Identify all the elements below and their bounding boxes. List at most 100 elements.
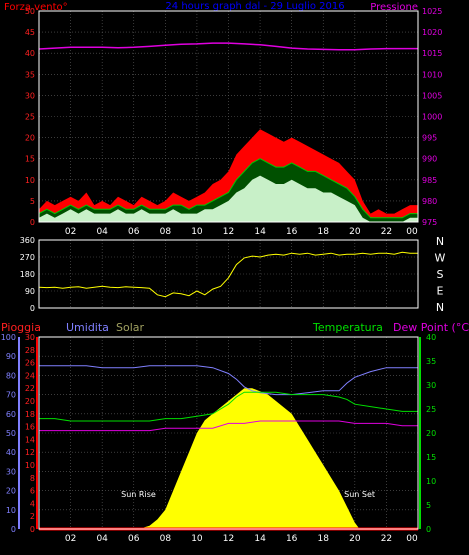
temperature-y-tick-label: 15	[426, 453, 436, 462]
wind-avg-line	[38, 158, 418, 219]
direction-y-tick-label: 90	[25, 287, 35, 296]
tick-label-layer: 0510152025303540455097598098599099510001…	[1, 7, 446, 544]
temperature-y-tick-label: 10	[426, 477, 436, 486]
rain-y-tick-label: 26	[25, 359, 35, 368]
pressure-y-tick-label: 1020	[422, 28, 442, 37]
wind-y-tick-label: 25	[25, 113, 35, 122]
compass-label: N	[436, 301, 444, 314]
wind-y-tick-label: 0	[30, 218, 35, 227]
wind-y-tick-label: 30	[25, 91, 35, 100]
rain-y-tick-label: 28	[25, 346, 35, 355]
temperature-line	[39, 391, 418, 422]
direction-y-tick-label: 360	[20, 236, 35, 245]
humidity-y-tick-label: 60	[6, 410, 16, 419]
rain-y-tick-label: 12	[25, 448, 35, 457]
wind-panel-x-tick-label: 22	[381, 227, 392, 237]
dewpoint-axis-title: Dew Point (°C)	[393, 321, 469, 334]
humidity-axis-title: Umidita	[66, 321, 109, 334]
rain-y-tick-label: 6	[30, 487, 35, 496]
sun-annotation-label: Sun Set	[344, 490, 375, 499]
weather-panel-x-tick-label: 18	[318, 534, 330, 544]
pressure-axis-title: Pressione	[370, 2, 418, 13]
temperature-y-tick-label: 5	[426, 501, 431, 510]
pressure-y-tick-label: 980	[422, 197, 437, 206]
pressure-y-tick-label: 995	[422, 134, 437, 143]
pressure-y-tick-label: 1010	[422, 70, 442, 79]
rain-y-tick-label: 4	[30, 499, 35, 508]
solar-area	[39, 388, 418, 529]
wind-y-tick-label: 40	[25, 49, 35, 58]
wind-panel-x-tick-label: 18	[318, 227, 330, 237]
rain-y-tick-label: 8	[30, 474, 35, 483]
wind-panel-x-tick-label: 10	[191, 227, 203, 237]
rain-y-tick-label: 30	[25, 333, 35, 342]
humidity-y-tick-label: 70	[6, 391, 16, 400]
wind-panel-x-tick-label: 08	[160, 227, 172, 237]
wind-y-tick-label: 15	[25, 155, 35, 164]
direction-y-tick-label: 180	[20, 270, 35, 279]
rain-y-tick-label: 20	[25, 397, 35, 406]
temperature-y-tick-label: 25	[426, 405, 436, 414]
humidity-y-tick-label: 50	[6, 429, 16, 438]
wind-panel-x-tick-label: 00	[406, 227, 418, 237]
wind-panel-x-tick-label: 02	[65, 227, 76, 237]
wind-y-tick-label: 45	[25, 28, 35, 37]
pressure-y-tick-label: 975	[422, 218, 437, 227]
weather-panel-x-tick-label: 06	[128, 534, 140, 544]
weather-panel-x-tick-label: 22	[381, 534, 392, 544]
temperature-axis-title: Temperatura	[312, 321, 383, 334]
sun-annotation-label: Sun Rise	[121, 490, 156, 499]
wind-panel-x-tick-label: 20	[349, 227, 361, 237]
pressure-y-tick-label: 990	[422, 155, 437, 164]
chart-title: 24 hours graph dal - 29 Luglio 2016	[165, 1, 344, 12]
direction-line	[38, 251, 418, 298]
wind-axis-title: Forza vento°	[4, 2, 68, 13]
wind-y-tick-label: 5	[30, 197, 35, 206]
weather-panel-x-tick-label: 16	[286, 534, 298, 544]
humidity-y-tick-label: 30	[6, 467, 16, 476]
pressure-y-tick-label: 1000	[422, 113, 442, 122]
temperature-y-tick-label: 20	[426, 429, 436, 438]
humidity-y-tick-label: 20	[6, 487, 16, 496]
pressure-y-tick-label: 1015	[422, 49, 442, 58]
wind-y-tick-label: 20	[25, 134, 35, 143]
wind-y-tick-label: 10	[25, 176, 35, 185]
compass-label: N	[436, 235, 444, 248]
rain-y-tick-label: 14	[25, 435, 35, 444]
wind-min-area	[39, 175, 418, 222]
wind-panel-x-tick-label: 16	[286, 227, 298, 237]
humidity-y-tick-label: 90	[6, 352, 16, 361]
humidity-y-tick-label: 100	[1, 333, 16, 342]
weather-panel-x-tick-label: 20	[349, 534, 361, 544]
area-layer	[39, 129, 418, 529]
wind-y-tick-label: 35	[25, 70, 35, 79]
direction-panel-frame	[38, 239, 419, 309]
temperature-y-tick-label: 30	[426, 381, 436, 390]
compass-label: W	[435, 252, 446, 265]
humidity-y-tick-label: 10	[6, 506, 16, 515]
rain-y-tick-label: 18	[25, 410, 35, 419]
weather-panel-x-tick-label: 12	[223, 534, 234, 544]
temperature-y-tick-label: 0	[426, 525, 431, 534]
wind-panel-x-tick-label: 04	[96, 227, 108, 237]
wind-y-tick-label: 50	[25, 7, 35, 16]
solar-axis-title: Solar	[116, 321, 145, 334]
temperature-y-tick-label: 35	[426, 357, 436, 366]
pressure-line	[38, 42, 418, 51]
compass-label: S	[437, 268, 444, 281]
compass-label: E	[437, 285, 444, 298]
temperature-y-tick-label: 40	[426, 333, 436, 342]
rain-y-tick-label: 2	[30, 512, 35, 521]
wind-panel-x-tick-label: 14	[254, 227, 266, 237]
weather-panel-frame	[38, 336, 419, 530]
weather-panel-x-tick-label: 08	[160, 534, 172, 544]
weather-panel-x-tick-label: 04	[96, 534, 108, 544]
weather-panel-x-tick-label: 02	[65, 534, 76, 544]
direction-y-tick-label: 270	[20, 253, 35, 262]
weather-panel-x-tick-label: 00	[406, 534, 418, 544]
wind-panel-x-tick-label: 12	[223, 227, 234, 237]
pressure-y-tick-label: 1005	[422, 91, 442, 100]
pressure-y-tick-label: 985	[422, 176, 437, 185]
humidity-line	[39, 365, 418, 396]
humidity-y-tick-label: 40	[6, 448, 16, 457]
